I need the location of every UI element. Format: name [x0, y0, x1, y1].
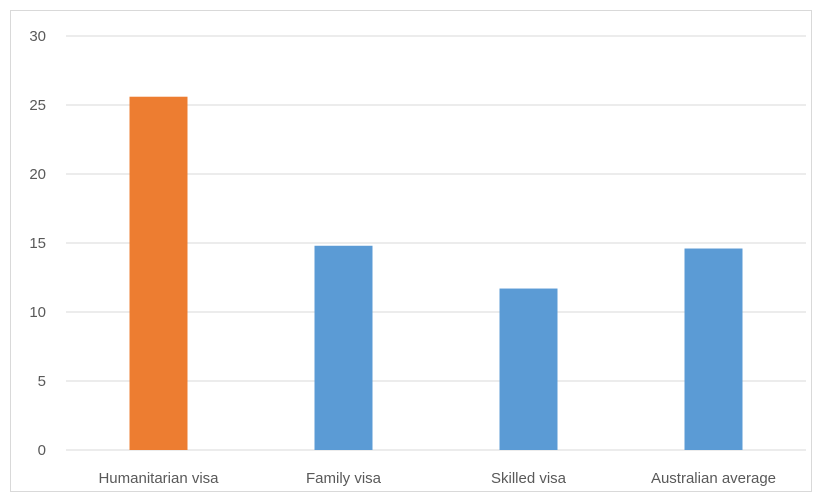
y-tick-label: 25	[29, 97, 46, 114]
bar-family-visa	[314, 245, 373, 450]
bar-humanitarian-visa	[129, 96, 188, 450]
bars	[129, 96, 743, 450]
y-tick-label: 20	[29, 166, 46, 183]
y-tick-label: 0	[38, 442, 46, 459]
bar-skilled-visa	[499, 288, 558, 450]
bar-australian-average	[684, 248, 743, 450]
x-category-label: Humanitarian visa	[98, 470, 219, 487]
y-tick-label: 10	[29, 304, 46, 321]
y-tick-label: 5	[38, 373, 46, 390]
x-category-label: Family visa	[306, 470, 382, 487]
x-category-label: Australian average	[651, 470, 776, 487]
x-category-label: Skilled visa	[491, 470, 567, 487]
y-tick-label: 15	[29, 235, 46, 252]
x-axis-labels: Humanitarian visa Family visa Skilled visa…	[98, 470, 776, 487]
gridlines	[66, 35, 806, 451]
y-tick-label: 30	[29, 28, 46, 45]
y-axis-ticks: 0 5 10 15 20 25 30	[29, 28, 46, 459]
